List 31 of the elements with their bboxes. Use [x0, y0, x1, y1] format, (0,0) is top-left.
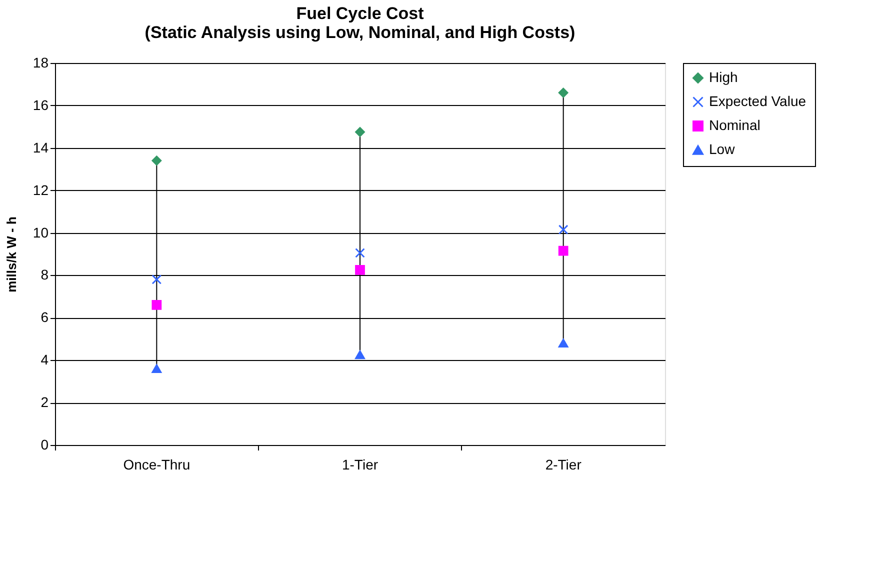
point — [152, 156, 162, 166]
point — [152, 364, 162, 373]
point — [558, 88, 568, 98]
point — [558, 338, 568, 348]
legend-label: Nominal — [709, 117, 760, 133]
y-tick-label: 14 — [32, 139, 49, 156]
point — [355, 350, 365, 360]
point — [558, 246, 568, 256]
point — [558, 224, 568, 235]
chart-title: Fuel Cycle Cost (Static Analysis using Low, Nominal, and High Costs) — [144, 4, 576, 42]
point — [355, 264, 365, 275]
legend-label: High — [709, 69, 738, 85]
y-tick-label: 16 — [32, 96, 49, 113]
point — [152, 274, 162, 284]
y-tick-label: 10 — [32, 224, 49, 240]
legend-label: Low — [709, 141, 736, 157]
point — [355, 127, 365, 137]
x-tick-label: Once-Thru — [123, 456, 190, 472]
point — [152, 300, 162, 310]
y-tick-label: 4 — [40, 352, 49, 368]
y-tick-label: 2 — [40, 394, 49, 410]
y-tick-label: 0 — [40, 436, 49, 452]
x-tick-label: 2-Tier — [545, 456, 582, 472]
y-tick-label: 12 — [32, 182, 49, 198]
y-tick-label: 6 — [40, 309, 49, 326]
y-tick-label: 8 — [40, 266, 49, 283]
y-axis-title: mills/k W - h — [4, 216, 19, 292]
y-tick-label: 18 — [32, 54, 49, 70]
point — [355, 248, 365, 258]
x-tick-label: 1-Tier — [342, 456, 378, 472]
legend-label: Expected Value — [709, 93, 806, 109]
